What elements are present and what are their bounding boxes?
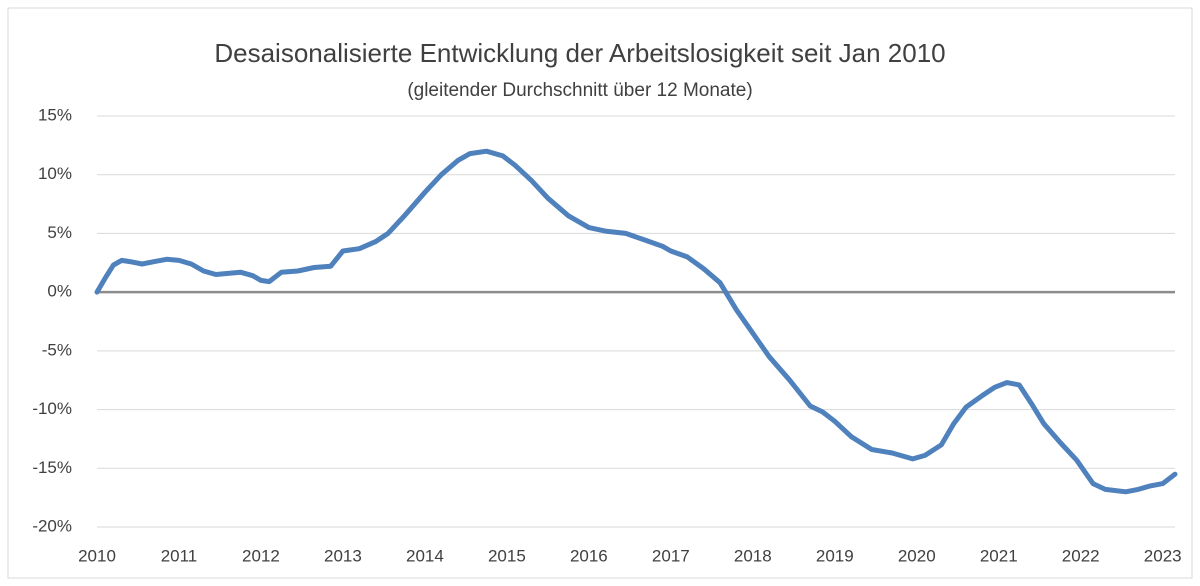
y-tick-label: 5% [47, 223, 72, 242]
y-tick-label: 15% [38, 105, 72, 124]
chart-subtitle: (gleitender Durchschnitt über 12 Monate) [407, 80, 752, 101]
x-tick-label: 2022 [1062, 546, 1100, 565]
x-tick-label: 2013 [324, 546, 362, 565]
x-tick-label: 2021 [980, 546, 1018, 565]
x-tick-label: 2016 [570, 546, 608, 565]
x-tick-label: 2010 [78, 546, 116, 565]
x-tick-label: 2014 [406, 546, 444, 565]
x-tick-label: 2017 [652, 546, 690, 565]
x-tick-label: 2018 [734, 546, 772, 565]
y-tick-label: 10% [38, 164, 72, 183]
data-line [94, 148, 1178, 495]
x-tick-label: 2015 [488, 546, 526, 565]
y-tick-label: -15% [32, 458, 72, 477]
y-tick-label: -5% [42, 340, 72, 359]
y-tick-label: -20% [32, 516, 72, 535]
y-tick-label: 0% [47, 282, 72, 301]
x-tick-label: 2020 [898, 546, 936, 565]
x-tick-label: 2012 [242, 546, 280, 565]
x-tick-label: 2011 [161, 546, 198, 565]
y-tick-label: -10% [32, 399, 72, 418]
x-tick-label: 2023 [1144, 546, 1182, 565]
chart-title: Desaisonalisierte Entwicklung der Arbeit… [214, 38, 945, 68]
x-tick-label: 2019 [816, 546, 854, 565]
